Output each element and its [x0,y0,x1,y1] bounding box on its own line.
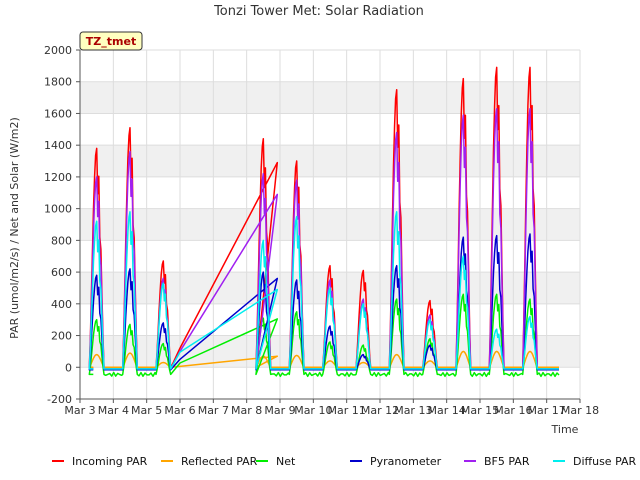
series-lines [88,66,560,378]
y-tick-label: -200 [47,393,72,406]
legend-label: BF5 PAR [484,455,530,468]
x-tick-label: Mar 16 [494,404,532,417]
legend-label: Incoming PAR [72,455,148,468]
badge: TZ_tmet [79,31,143,51]
y-tick-label: 1000 [44,203,72,216]
legend-label: Reflected PAR [181,455,258,468]
legend: Incoming PAR Reflected PAR Net Pyranometer B… [52,455,637,468]
x-tick-label: Mar 15 [461,404,499,417]
y-tick-label: 800 [51,234,72,247]
axes: -200 0 200 400 600 800 1000 1200 1400 1600 1800 200… [44,44,599,417]
x-tick-label: Mar 18 [561,404,599,417]
x-tick-label: Mar 17 [528,404,566,417]
y-tick-label: 200 [51,330,72,343]
grid-band [80,335,580,368]
grid-band [80,81,580,114]
x-tick-label: Mar 5 [131,404,162,417]
y-axis-label: PAR (umol/m2/s) / Net and Solar (W/m2) [8,117,21,339]
series-line-pyranometer [88,233,559,371]
y-tick-label: 1200 [44,171,72,184]
x-tick-label: Mar 8 [231,404,262,417]
x-tick-label: Mar 10 [294,404,332,417]
y-tick-label: 1400 [44,139,72,152]
x-tick-label: Mar 14 [428,404,466,417]
y-tick-label: 400 [51,298,72,311]
y-tick-label: 1800 [44,76,72,89]
chart-title: Tonzi Tower Met: Solar Radiation [213,4,424,19]
x-axis-label: Time [551,423,579,436]
legend-label: Net [276,455,296,468]
x-tick-label: Mar 6 [164,404,195,417]
series-line-diffuse-par [88,211,559,370]
legend-label: Pyranometer [370,455,442,468]
y-tick-label: 2000 [44,44,72,57]
x-tick-label: Mar 11 [328,404,366,417]
y-tick-label: 1600 [44,107,72,120]
legend-label: Diffuse PAR [573,455,637,468]
x-tick-label: Mar 9 [264,404,295,417]
grid-band [80,145,580,177]
series-line-net [88,293,560,378]
x-tick-label: Mar 4 [98,404,129,417]
x-tick-label: Mar 13 [394,404,432,417]
y-tick-label: 0 [65,361,72,374]
x-tick-label: Mar 12 [361,404,399,417]
y-tick-label: 600 [51,266,72,279]
badge-label: TZ_tmet [86,35,136,48]
x-tick-label: Mar 3 [64,404,95,417]
grid-band [80,208,580,241]
x-tick-label: Mar 7 [198,404,229,417]
